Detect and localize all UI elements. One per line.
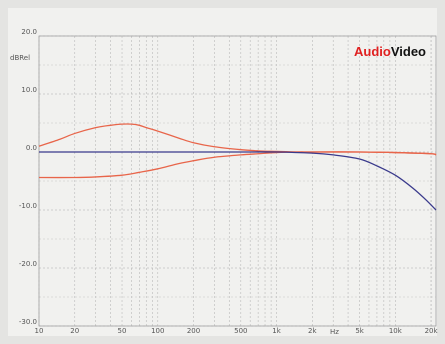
tick-labels: 20.0 10.0 0.0 -10.0 -20.0 -30.010 20 50 100 200 50…: [19, 28, 439, 335]
x-tick-label: 500: [234, 327, 247, 335]
x-tick-label: 10: [35, 327, 44, 335]
series-lines: [38, 123, 437, 211]
audiovideo-logo: AudioVideo: [354, 44, 426, 59]
y-tick-label: 10.0: [21, 86, 37, 94]
y-tick-label: 0.0: [26, 144, 37, 152]
x-tick-label: 50: [118, 327, 127, 335]
x-tick-label: 20k: [425, 327, 439, 335]
plot-border: [38, 35, 437, 327]
svg-text:AudioVideo: AudioVideo: [354, 44, 426, 59]
x-tick-label: 100: [151, 327, 164, 335]
logo-video-text: Video: [391, 44, 426, 59]
x-axis-label: Hz: [330, 328, 339, 336]
y-tick-label: -20.0: [19, 260, 37, 268]
y-tick-label: -10.0: [19, 202, 37, 210]
x-tick-label: 200: [187, 327, 200, 335]
logo-audio-text: Audio: [354, 44, 391, 59]
grid: [38, 35, 437, 327]
x-tick-label: 2k: [308, 327, 317, 335]
x-tick-label: 10k: [389, 327, 403, 335]
y-axis-label: dBRel: [10, 54, 30, 62]
x-tick-label: 20: [70, 327, 79, 335]
x-tick-label: 5k: [355, 327, 364, 335]
x-tick-label: 1k: [272, 327, 281, 335]
y-tick-label: 20.0: [21, 28, 37, 36]
series-line-2: [38, 151, 437, 179]
chart-panel: [8, 8, 437, 336]
y-tick-label: -30.0: [19, 318, 37, 326]
series-line-3: [38, 151, 437, 211]
